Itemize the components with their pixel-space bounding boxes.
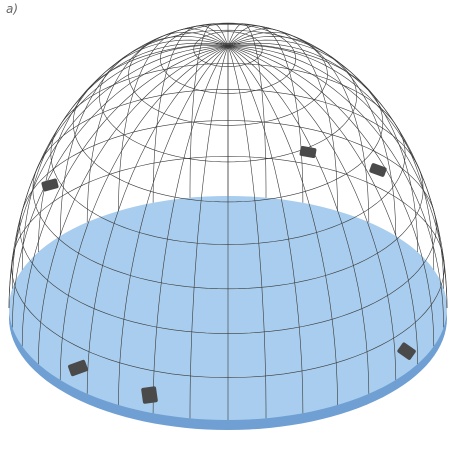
wire-line — [98, 29, 357, 163]
sensor — [141, 386, 158, 404]
sensor — [397, 342, 416, 360]
wire-line — [32, 88, 424, 290]
panel-label: a) — [6, 2, 19, 16]
wire-line — [72, 43, 384, 203]
wire-line — [11, 156, 445, 378]
wire-line — [86, 31, 229, 223]
wire-line — [193, 31, 263, 67]
sensor — [299, 146, 317, 158]
sensor — [41, 178, 59, 192]
wire-line — [50, 63, 406, 245]
sensor — [369, 163, 387, 177]
wire-line — [8, 22, 448, 309]
sensor — [68, 359, 88, 377]
wire-line — [159, 23, 296, 94]
wire-line — [227, 31, 370, 223]
sensors — [41, 146, 416, 404]
